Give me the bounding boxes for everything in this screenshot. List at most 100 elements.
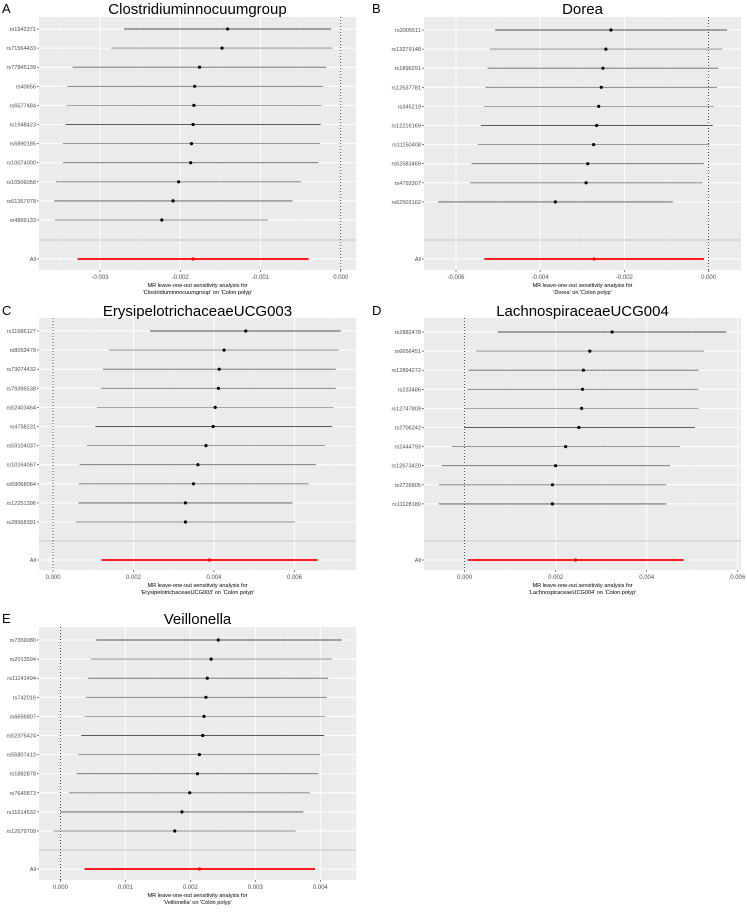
snp-label: rs12251396 <box>6 501 36 507</box>
snp-label: rs62503162 <box>391 200 421 206</box>
panel-title: Veillonella <box>164 611 232 628</box>
snp-label: rs6656807 <box>10 714 36 720</box>
x-axis-title: 'Veillonella' on 'Colon polyp' <box>163 900 231 906</box>
panel-letter: A <box>2 1 11 16</box>
panel-title: Dorea <box>562 1 604 18</box>
overall-point <box>574 558 578 562</box>
snp-label: rs62376424 <box>6 734 36 740</box>
snp-label: rs77845139 <box>6 65 36 71</box>
snp-point <box>580 387 585 391</box>
x-tick-label: 0.004 <box>206 575 222 581</box>
snp-point <box>586 162 590 166</box>
x-tick-label: 0.003 <box>248 885 264 891</box>
x-tick-label: 0.001 <box>118 885 134 891</box>
snp-point <box>225 27 230 31</box>
panel-title: ErysipelotrichaceaeUCG003 <box>103 303 292 320</box>
snp-point <box>601 66 605 70</box>
snp-point <box>191 122 195 127</box>
snp-label: rs2013594 <box>10 657 36 663</box>
x-tick-label: 0.002 <box>126 575 142 581</box>
snp-point <box>192 103 196 107</box>
x-tick-label: 0.004 <box>313 885 329 891</box>
snp-label: rs2444793 <box>395 445 421 451</box>
snp-label: rs12679709 <box>6 829 36 835</box>
panel-letter: E <box>2 611 11 626</box>
snp-label: rs4869133 <box>10 218 36 224</box>
snp-point <box>244 329 248 333</box>
snp-point <box>554 464 558 468</box>
snp-point <box>193 84 197 88</box>
snp-point <box>189 161 193 165</box>
snp-label: rs71564433 <box>6 46 36 52</box>
snp-point <box>213 405 217 409</box>
snp-point <box>197 65 202 69</box>
snp-label: rs73074432 <box>6 367 36 373</box>
snp-point <box>609 28 613 32</box>
snp-point <box>604 47 608 51</box>
x-axis-title: MR leave-one-out sensitivity analysis fo… <box>532 283 632 289</box>
forest-plot-b: -0.006 -0.004 -0.002 0.000 rs3005511 rs132791… <box>372 1 741 296</box>
snp-label: rs10074000 <box>6 161 36 167</box>
snp-point <box>189 142 194 146</box>
snp-label: rs10164067 <box>6 463 36 469</box>
snp-point <box>205 676 209 680</box>
snp-point <box>211 424 215 429</box>
snp-point <box>597 104 601 108</box>
snp-point <box>220 46 224 50</box>
snp-point <box>196 463 200 467</box>
snp-label: rs6577484 <box>10 103 36 109</box>
snp-point <box>577 425 581 430</box>
snp-label: rs3005511 <box>395 28 421 34</box>
snp-point <box>173 829 177 833</box>
snp-point <box>599 85 603 89</box>
overall-label: All <box>415 558 421 564</box>
snp-label: rs6890185 <box>10 142 36 148</box>
plot-background <box>39 627 356 880</box>
snp-point <box>579 406 584 410</box>
x-tick-label: 0.002 <box>183 885 199 891</box>
panel-title: LachnospiraceaeUCG004 <box>496 303 669 320</box>
snp-label: rs10506058 <box>6 180 36 186</box>
panel-c: 0.000 0.002 0.004 0.006 rs11686127 rs8053479 r… <box>0 300 370 605</box>
snp-point <box>222 348 226 352</box>
x-tick-label: -0.001 <box>252 275 270 281</box>
snp-point <box>584 181 588 185</box>
snp-point <box>197 753 202 757</box>
snp-label: rs2706242 <box>395 426 421 432</box>
snp-point <box>202 714 206 718</box>
x-tick-label: 0.006 <box>287 575 303 581</box>
panel-e: 0.000 0.001 0.002 0.003 0.004 rs7359080 rs2013… <box>0 600 370 914</box>
forest-plot-c: 0.000 0.002 0.004 0.006 rs11686127 rs8053479 r… <box>2 303 356 596</box>
snp-point <box>209 657 213 661</box>
snp-label: rs1882878 <box>10 772 36 778</box>
x-tick-label: 0.006 <box>730 575 746 581</box>
snp-point <box>553 200 557 204</box>
snp-point <box>188 791 192 795</box>
x-tick-label: 0.000 <box>457 575 473 581</box>
x-tick-label: -0.002 <box>616 275 634 281</box>
x-axis-title: MR leave-one-out sensitivity analysis fo… <box>147 893 247 899</box>
snp-label: rs233486 <box>398 387 421 393</box>
x-tick-label: 0.000 <box>333 275 349 281</box>
snp-point <box>204 695 208 699</box>
snp-label: rs55807413 <box>6 753 36 759</box>
x-axis-title: MR leave-one-out sensitivity analysis fo… <box>532 583 632 589</box>
x-axis-title: 'Dorea' on 'Colon polyp' <box>553 290 611 296</box>
snp-point <box>592 143 596 147</box>
overall-point <box>191 257 195 261</box>
snp-label: rs7645873 <box>10 791 36 797</box>
panel-letter: C <box>2 303 11 318</box>
snp-point <box>195 772 200 776</box>
forest-plot-e: 0.000 0.001 0.002 0.003 0.004 rs7359080 rs2013… <box>2 611 356 906</box>
panel-a: -0.003 -0.002 -0.001 0.000 rs1942371 rs715644… <box>0 0 370 305</box>
snp-label: rs62403464 <box>6 405 36 411</box>
snp-label: rs4758231 <box>10 425 36 431</box>
snp-label: rs1899291 <box>395 66 421 72</box>
panel-b: -0.006 -0.004 -0.002 0.000 rs3005511 rs132791… <box>370 0 747 305</box>
overall-point <box>207 558 211 562</box>
snp-label: rs59068084 <box>6 482 36 488</box>
overall-label: All <box>30 558 36 564</box>
snp-point <box>550 483 555 487</box>
plot-background <box>424 318 741 570</box>
snp-label: rs59104037 <box>6 444 36 450</box>
